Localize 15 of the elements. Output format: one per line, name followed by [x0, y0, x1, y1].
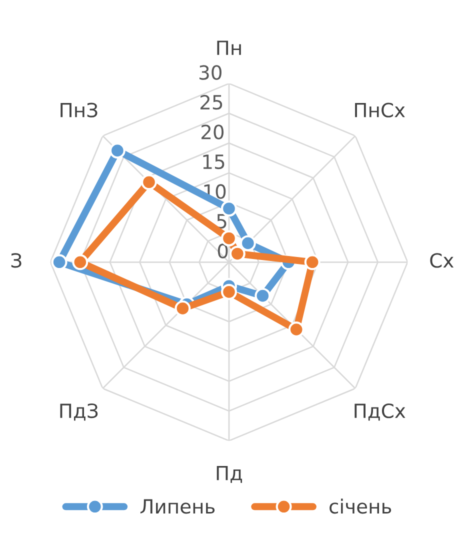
y-tick-label: 20 — [202, 124, 224, 140]
y-tick-label: 30 — [200, 65, 222, 80]
y-tick-label: 15 — [203, 154, 224, 170]
spoke-label: Пн — [217, 40, 241, 55]
legend-label: січень — [330, 498, 392, 514]
spoke-label: ПдЗ — [60, 403, 98, 421]
y-tick-label: 0 — [218, 244, 228, 258]
spoke-label: ПдСх — [354, 403, 406, 421]
spoke-label: ПнСх — [355, 102, 405, 118]
spoke-label: Пд — [216, 466, 242, 483]
y-tick-label: 25 — [200, 94, 222, 110]
legend-label: Липень — [140, 499, 215, 514]
spoke-label: ПнЗ — [60, 102, 98, 118]
spoke-label: З — [11, 253, 22, 268]
spoke-label: Сх — [430, 253, 454, 268]
